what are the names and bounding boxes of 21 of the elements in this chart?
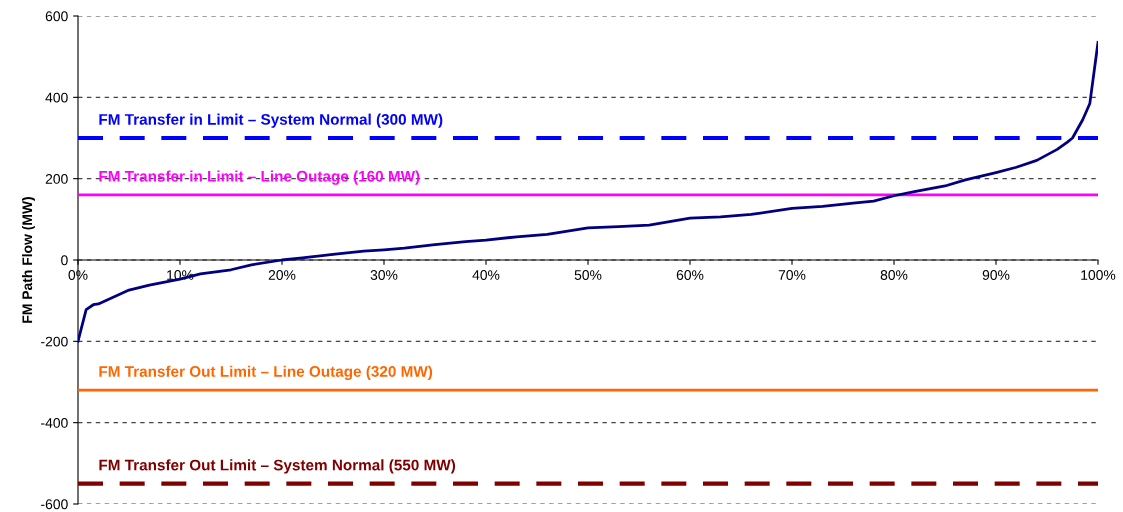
y-axis-title: FM Path Flow (MW) xyxy=(21,197,35,323)
x-tick-label: 30% xyxy=(370,270,398,280)
x-tick-label: 70% xyxy=(778,270,806,280)
ref-line-label: FM Transfer Out Limit – System Normal (550 MW) xyxy=(99,459,456,474)
y-tick-label: 0 xyxy=(61,255,68,266)
y-tick-label: 200 xyxy=(45,174,68,184)
ref-line-label: FM Transfer Out Limit – Line Outage (320 MW) xyxy=(99,365,433,380)
x-tick-label: 40% xyxy=(472,270,500,280)
x-tick-label: 20% xyxy=(268,270,296,280)
x-tick-label: 80% xyxy=(880,270,908,280)
y-tick-label: -400 xyxy=(41,418,68,428)
y-tick-label: 600 xyxy=(45,11,68,22)
y-tick-label: -200 xyxy=(41,336,68,347)
x-tick-label: 90% xyxy=(982,270,1010,280)
y-tick-label: -600 xyxy=(41,499,68,510)
x-tick-label: 60% xyxy=(676,270,704,280)
x-tick-label: 50% xyxy=(574,270,602,280)
ref-line-label: FM Transfer in Limit – System Normal (300 MW) xyxy=(99,113,443,128)
y-tick-label: 400 xyxy=(45,92,68,103)
x-tick-label: 100% xyxy=(1081,270,1116,280)
ref-line-label: FM Transfer in Limit – Line Outage (160 MW) xyxy=(99,170,420,185)
